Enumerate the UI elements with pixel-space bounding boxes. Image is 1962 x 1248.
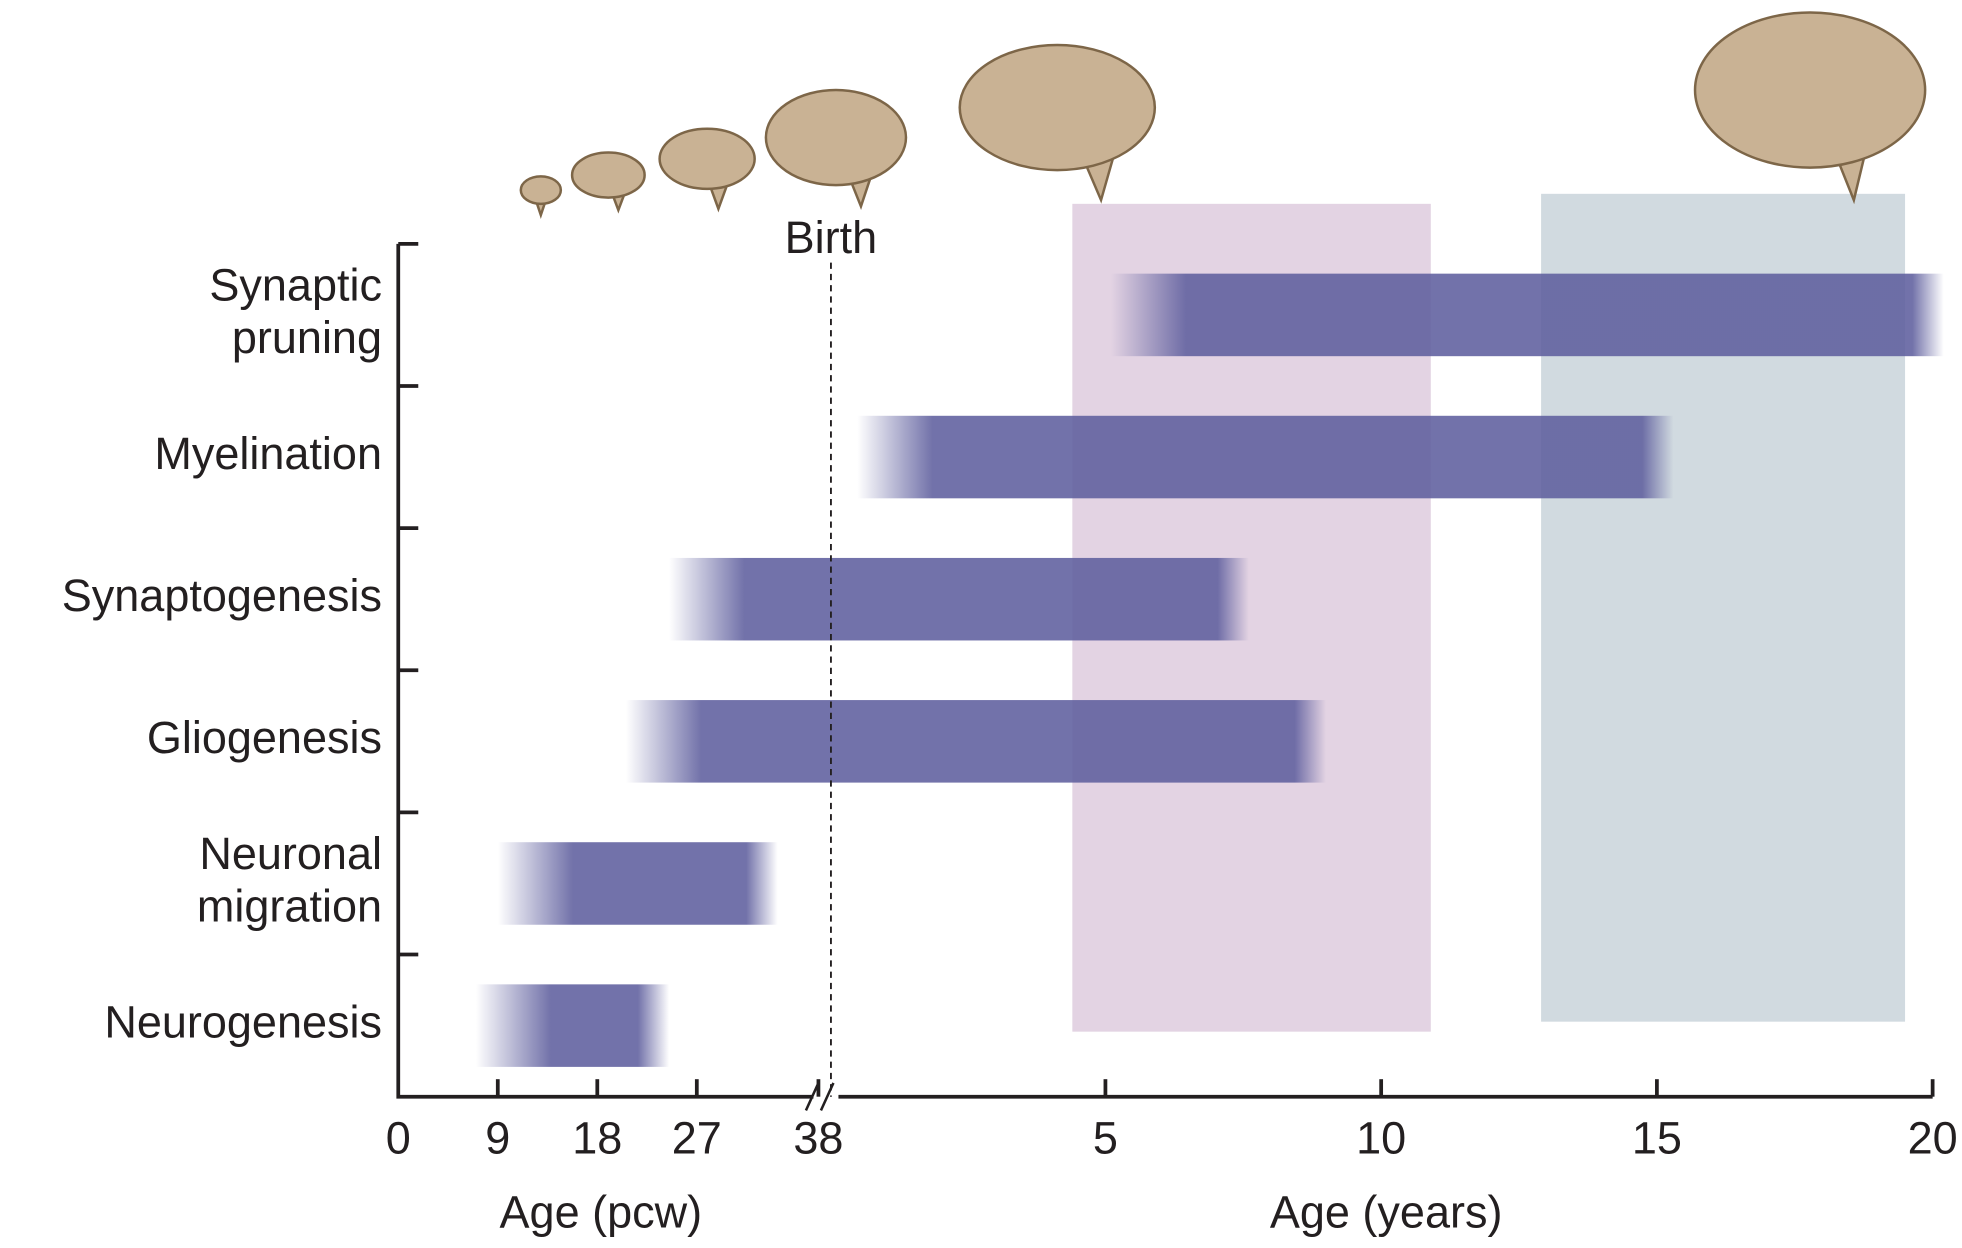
- row-label: migration: [197, 881, 382, 932]
- birth-label: Birth: [785, 212, 878, 263]
- bar: [475, 984, 670, 1067]
- bar: [626, 700, 1327, 783]
- bar: [669, 557, 1249, 641]
- row-label: Myelination: [154, 428, 382, 479]
- axis-break: [804, 1082, 835, 1111]
- bars: [475, 273, 1944, 1067]
- x-tick-label: 5: [1093, 1113, 1118, 1164]
- x-tick-label: 9: [485, 1113, 510, 1164]
- x-tick-label: 0: [386, 1113, 411, 1164]
- brains: [519, 11, 1927, 220]
- bar: [497, 842, 778, 925]
- bar: [857, 415, 1674, 499]
- x-axis-label: Age (pcw): [500, 1186, 703, 1237]
- x-axis-label: Age (years): [1270, 1186, 1503, 1237]
- row-label: pruning: [232, 312, 382, 363]
- row-label: Neurogenesis: [104, 997, 382, 1048]
- row-label: Neuronal: [199, 828, 382, 879]
- row-label: Synaptic: [209, 260, 382, 311]
- x-tick-label: 18: [572, 1113, 622, 1164]
- x-tick-label: 27: [672, 1113, 722, 1164]
- x-tick-label: 38: [793, 1113, 843, 1164]
- row-label: Gliogenesis: [147, 712, 382, 763]
- x-tick-label: 15: [1632, 1113, 1682, 1164]
- bar: [1110, 273, 1944, 357]
- x-tick-label: 10: [1356, 1113, 1406, 1164]
- x-tick-label: 20: [1908, 1113, 1958, 1164]
- row-label: Synaptogenesis: [62, 570, 382, 621]
